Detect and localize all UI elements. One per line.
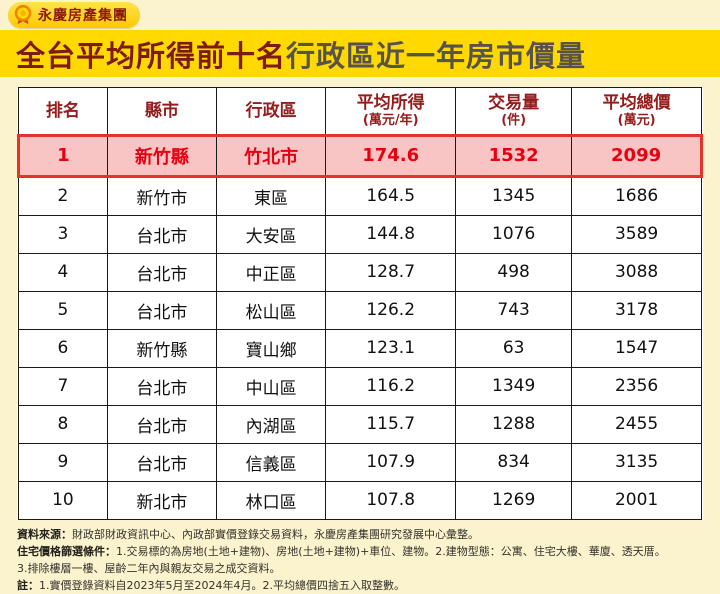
brand-logo: 永慶房產集團 — [8, 2, 140, 28]
cell-price: 2455 — [571, 404, 702, 444]
cell-rank: 4 — [18, 252, 108, 292]
cell-rank: 9 — [18, 442, 108, 482]
cell-county: 台北市 — [106, 252, 218, 292]
cell-income: 107.8 — [325, 480, 457, 520]
cell-volume: 834 — [455, 442, 573, 482]
cell-price: 2099 — [571, 133, 703, 178]
column-header-income: 平均所得 (萬元/年) — [325, 87, 457, 136]
cell-price: 1686 — [571, 175, 702, 216]
table-header-row: 排名 縣市 行政區 平均所得 (萬元/年) — [18, 87, 702, 136]
cell-income: 123.1 — [325, 328, 457, 368]
cell-price: 3088 — [571, 252, 702, 292]
cell-price: 2001 — [571, 480, 702, 520]
column-header-county: 縣市 — [106, 87, 218, 136]
cell-district: 信義區 — [216, 442, 327, 482]
cell-county: 台北市 — [106, 366, 218, 406]
cell-volume: 63 — [455, 328, 573, 368]
cell-county: 台北市 — [106, 214, 218, 254]
cell-price: 3589 — [571, 214, 702, 254]
cell-district: 中山區 — [216, 366, 327, 406]
medal-icon — [12, 4, 34, 26]
cell-volume: 743 — [455, 290, 573, 330]
cell-rank: 5 — [18, 290, 108, 330]
cell-income: 115.7 — [325, 404, 457, 444]
brand-bar: 永慶房產集團 — [0, 0, 720, 30]
cell-income: 116.2 — [325, 366, 457, 406]
footnote-remark: 註：1.實價登錄資料自2023年5月至2024年4月。2.平均總價四捨五入取整數… — [17, 579, 405, 593]
cell-volume: 1288 — [455, 404, 573, 444]
column-header-district: 行政區 — [216, 87, 327, 136]
cell-rank: 10 — [18, 480, 108, 520]
cell-rank: 8 — [18, 404, 108, 444]
table-row-rank-3: 3 台北市 大安區 144.8 1076 3589 — [18, 214, 702, 254]
table-row-rank-10: 10 新北市 林口區 107.8 1269 2001 — [18, 480, 702, 520]
table-row-rank-6: 6 新竹縣 寶山鄉 123.1 63 1547 — [18, 328, 702, 368]
footnote-filter-criteria-2: 3.排除樓層一樓、屋齡二年內與親友交易之成交資料。 — [17, 562, 281, 576]
cell-volume: 1349 — [455, 366, 573, 406]
title-highlight: 全台平均所得前十名 — [16, 38, 287, 73]
cell-income: 174.6 — [325, 133, 457, 178]
cell-district: 林口區 — [216, 480, 327, 520]
cell-county: 新北市 — [106, 480, 218, 520]
cell-county: 台北市 — [106, 290, 218, 330]
cell-county: 新竹市 — [106, 175, 218, 216]
cell-district: 寶山鄉 — [216, 328, 327, 368]
title-subtitle: 行政區近一年房市價量 — [286, 38, 587, 73]
table-row-rank-4: 4 台北市 中正區 128.7 498 3088 — [18, 252, 702, 292]
table-row-rank-8: 8 台北市 內湖區 115.7 1288 2455 — [18, 404, 702, 444]
cell-price: 3178 — [571, 290, 702, 330]
cell-price: 2356 — [571, 366, 702, 406]
table-row-rank-7: 7 台北市 中山區 116.2 1349 2356 — [18, 366, 702, 406]
cell-rank: 2 — [18, 175, 108, 216]
cell-district: 內湖區 — [216, 404, 327, 444]
cell-rank: 3 — [18, 214, 108, 254]
column-header-rank: 排名 — [18, 87, 108, 136]
cell-rank: 1 — [17, 133, 108, 178]
column-header-volume: 交易量 (件) — [455, 87, 573, 136]
title-band: 全台平均所得前十名 行政區近一年房市價量 — [0, 30, 720, 77]
brand-name: 永慶房產集團 — [38, 8, 128, 24]
cell-county: 新竹縣 — [106, 133, 218, 178]
cell-volume: 498 — [455, 252, 573, 292]
cell-county: 台北市 — [106, 442, 218, 482]
table-row-rank-1: 1 新竹縣 竹北市 174.6 1532 2099 — [17, 133, 703, 178]
cell-volume: 1269 — [455, 480, 573, 520]
cell-income: 128.7 — [325, 252, 457, 292]
cell-district: 大安區 — [216, 214, 327, 254]
cell-rank: 6 — [18, 328, 108, 368]
cell-rank: 7 — [18, 366, 108, 406]
cell-price: 1547 — [571, 328, 702, 368]
cell-volume: 1345 — [455, 175, 573, 216]
cell-district: 松山區 — [216, 290, 327, 330]
cell-volume: 1076 — [455, 214, 573, 254]
cell-district: 竹北市 — [216, 133, 327, 178]
cell-volume: 1532 — [455, 133, 573, 178]
cell-income: 126.2 — [325, 290, 457, 330]
cell-income: 164.5 — [325, 175, 457, 216]
column-header-price: 平均總價 (萬元) — [571, 87, 702, 136]
cell-county: 新竹縣 — [106, 328, 218, 368]
footnote-filter-criteria: 住宅價格篩選條件：1.交易標的為房地(土地+建物)、房地(土地+建物)+車位、建… — [17, 545, 666, 559]
ranking-table: 排名 縣市 行政區 平均所得 (萬元/年) — [17, 87, 703, 520]
footnote-source: 資料來源：財政部財政資訊中心、內政部實價登錄交易資料，永慶房產集團研究發展中心彙… — [17, 527, 479, 541]
cell-price: 3135 — [571, 442, 702, 482]
cell-county: 台北市 — [106, 404, 218, 444]
footnotes: 資料來源：財政部財政資訊中心、內政部實價登錄交易資料，永慶房產集團研究發展中心彙… — [17, 526, 703, 594]
cell-district: 東區 — [216, 175, 327, 216]
table-row-rank-2: 2 新竹市 東區 164.5 1345 1686 — [18, 175, 702, 216]
cell-income: 107.9 — [325, 442, 457, 482]
table-row-rank-5: 5 台北市 松山區 126.2 743 3178 — [18, 290, 702, 330]
table-row-rank-9: 9 台北市 信義區 107.9 834 3135 — [18, 442, 702, 482]
cell-income: 144.8 — [325, 214, 457, 254]
table-container: 排名 縣市 行政區 平均所得 (萬元/年) — [17, 87, 703, 520]
cell-district: 中正區 — [216, 252, 327, 292]
